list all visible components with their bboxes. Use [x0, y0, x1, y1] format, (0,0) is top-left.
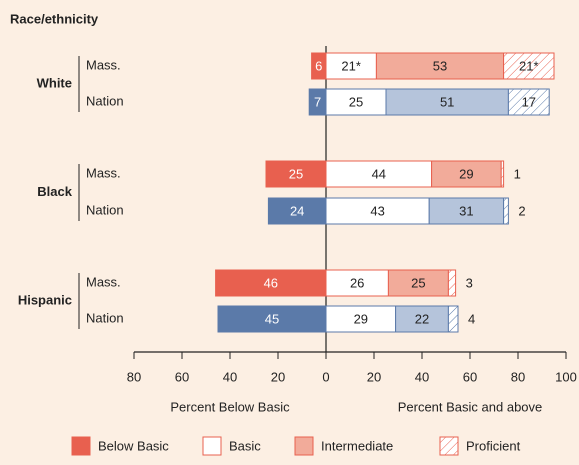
value-label: 29	[459, 166, 473, 181]
bar-segment	[325, 52, 377, 80]
group-label: Hispanic	[18, 292, 72, 307]
legend-label: Basic	[229, 438, 261, 453]
bar-segment	[503, 52, 555, 80]
legend-label: Proficient	[466, 438, 521, 453]
row-label: Nation	[86, 93, 124, 108]
value-label: 26	[350, 275, 364, 290]
value-label: 21*	[519, 58, 539, 73]
bar-segment	[325, 269, 389, 297]
legend-swatch	[202, 436, 222, 456]
legend-swatch	[71, 436, 91, 456]
x-tick-label: 100	[555, 369, 577, 384]
x-tick-label: 40	[415, 369, 429, 384]
value-label: 22	[415, 311, 429, 326]
row-label: Mass.	[86, 165, 121, 180]
bar-segment	[215, 269, 327, 297]
bar-segment	[428, 197, 505, 225]
group-label: White	[37, 75, 72, 90]
x-tick-label: 20	[367, 369, 381, 384]
bar-segment	[447, 305, 459, 333]
bar-segment	[395, 305, 449, 333]
value-label: 7	[314, 94, 321, 109]
bar-segment	[387, 269, 449, 297]
bar-segment	[375, 52, 505, 80]
row-label: Nation	[86, 310, 124, 325]
value-label: 17	[522, 94, 536, 109]
group-label: Black	[37, 184, 72, 199]
value-label: 53	[433, 58, 447, 73]
value-label: 1	[514, 166, 521, 181]
value-label: 25	[289, 166, 303, 181]
x-tick-label: 80	[511, 369, 525, 384]
x-tick-label: 60	[463, 369, 477, 384]
value-label: 45	[265, 311, 279, 326]
row-label: Nation	[86, 202, 124, 217]
bar-segment	[325, 197, 430, 225]
legend-label: Below Basic	[98, 438, 169, 453]
bar-segment	[447, 269, 457, 297]
value-label: 29	[354, 311, 368, 326]
value-label: 2	[518, 203, 525, 218]
bar-segment	[325, 88, 387, 116]
value-label: 6	[315, 58, 322, 73]
bar-segment	[325, 305, 397, 333]
chart-title: Race/ethnicity	[10, 11, 99, 26]
x-tick-label: 40	[223, 369, 237, 384]
bar-segment	[265, 160, 327, 188]
value-label: 21*	[341, 58, 361, 73]
legend-swatch	[294, 436, 314, 456]
x-axis-label: Percent Basic and above	[398, 399, 543, 414]
row-label: Mass.	[86, 274, 121, 289]
x-tick-label: 0	[322, 369, 329, 384]
value-label: 3	[466, 275, 473, 290]
row-label: Mass.	[86, 57, 121, 72]
legend-swatch	[439, 436, 459, 456]
value-label: 4	[468, 311, 475, 326]
x-axis-label: Percent Below Basic	[170, 399, 290, 414]
value-label: 25	[349, 94, 363, 109]
legend-label: Intermediate	[321, 438, 393, 453]
value-label: 24	[290, 203, 304, 218]
bar-segment	[325, 160, 433, 188]
bar-segment	[500, 160, 505, 188]
bar-segment	[503, 197, 509, 225]
value-label: 25	[411, 275, 425, 290]
value-label: 43	[370, 203, 384, 218]
value-label: 44	[372, 166, 386, 181]
bar-segment	[217, 305, 327, 333]
bar-segment	[385, 88, 509, 116]
bar-segment	[507, 88, 550, 116]
value-label: 46	[264, 275, 278, 290]
bar-segment	[267, 197, 327, 225]
x-tick-label: 80	[127, 369, 141, 384]
x-tick-label: 20	[271, 369, 285, 384]
x-tick-label: 60	[175, 369, 189, 384]
value-label: 31	[459, 203, 473, 218]
value-label: 51	[440, 94, 454, 109]
